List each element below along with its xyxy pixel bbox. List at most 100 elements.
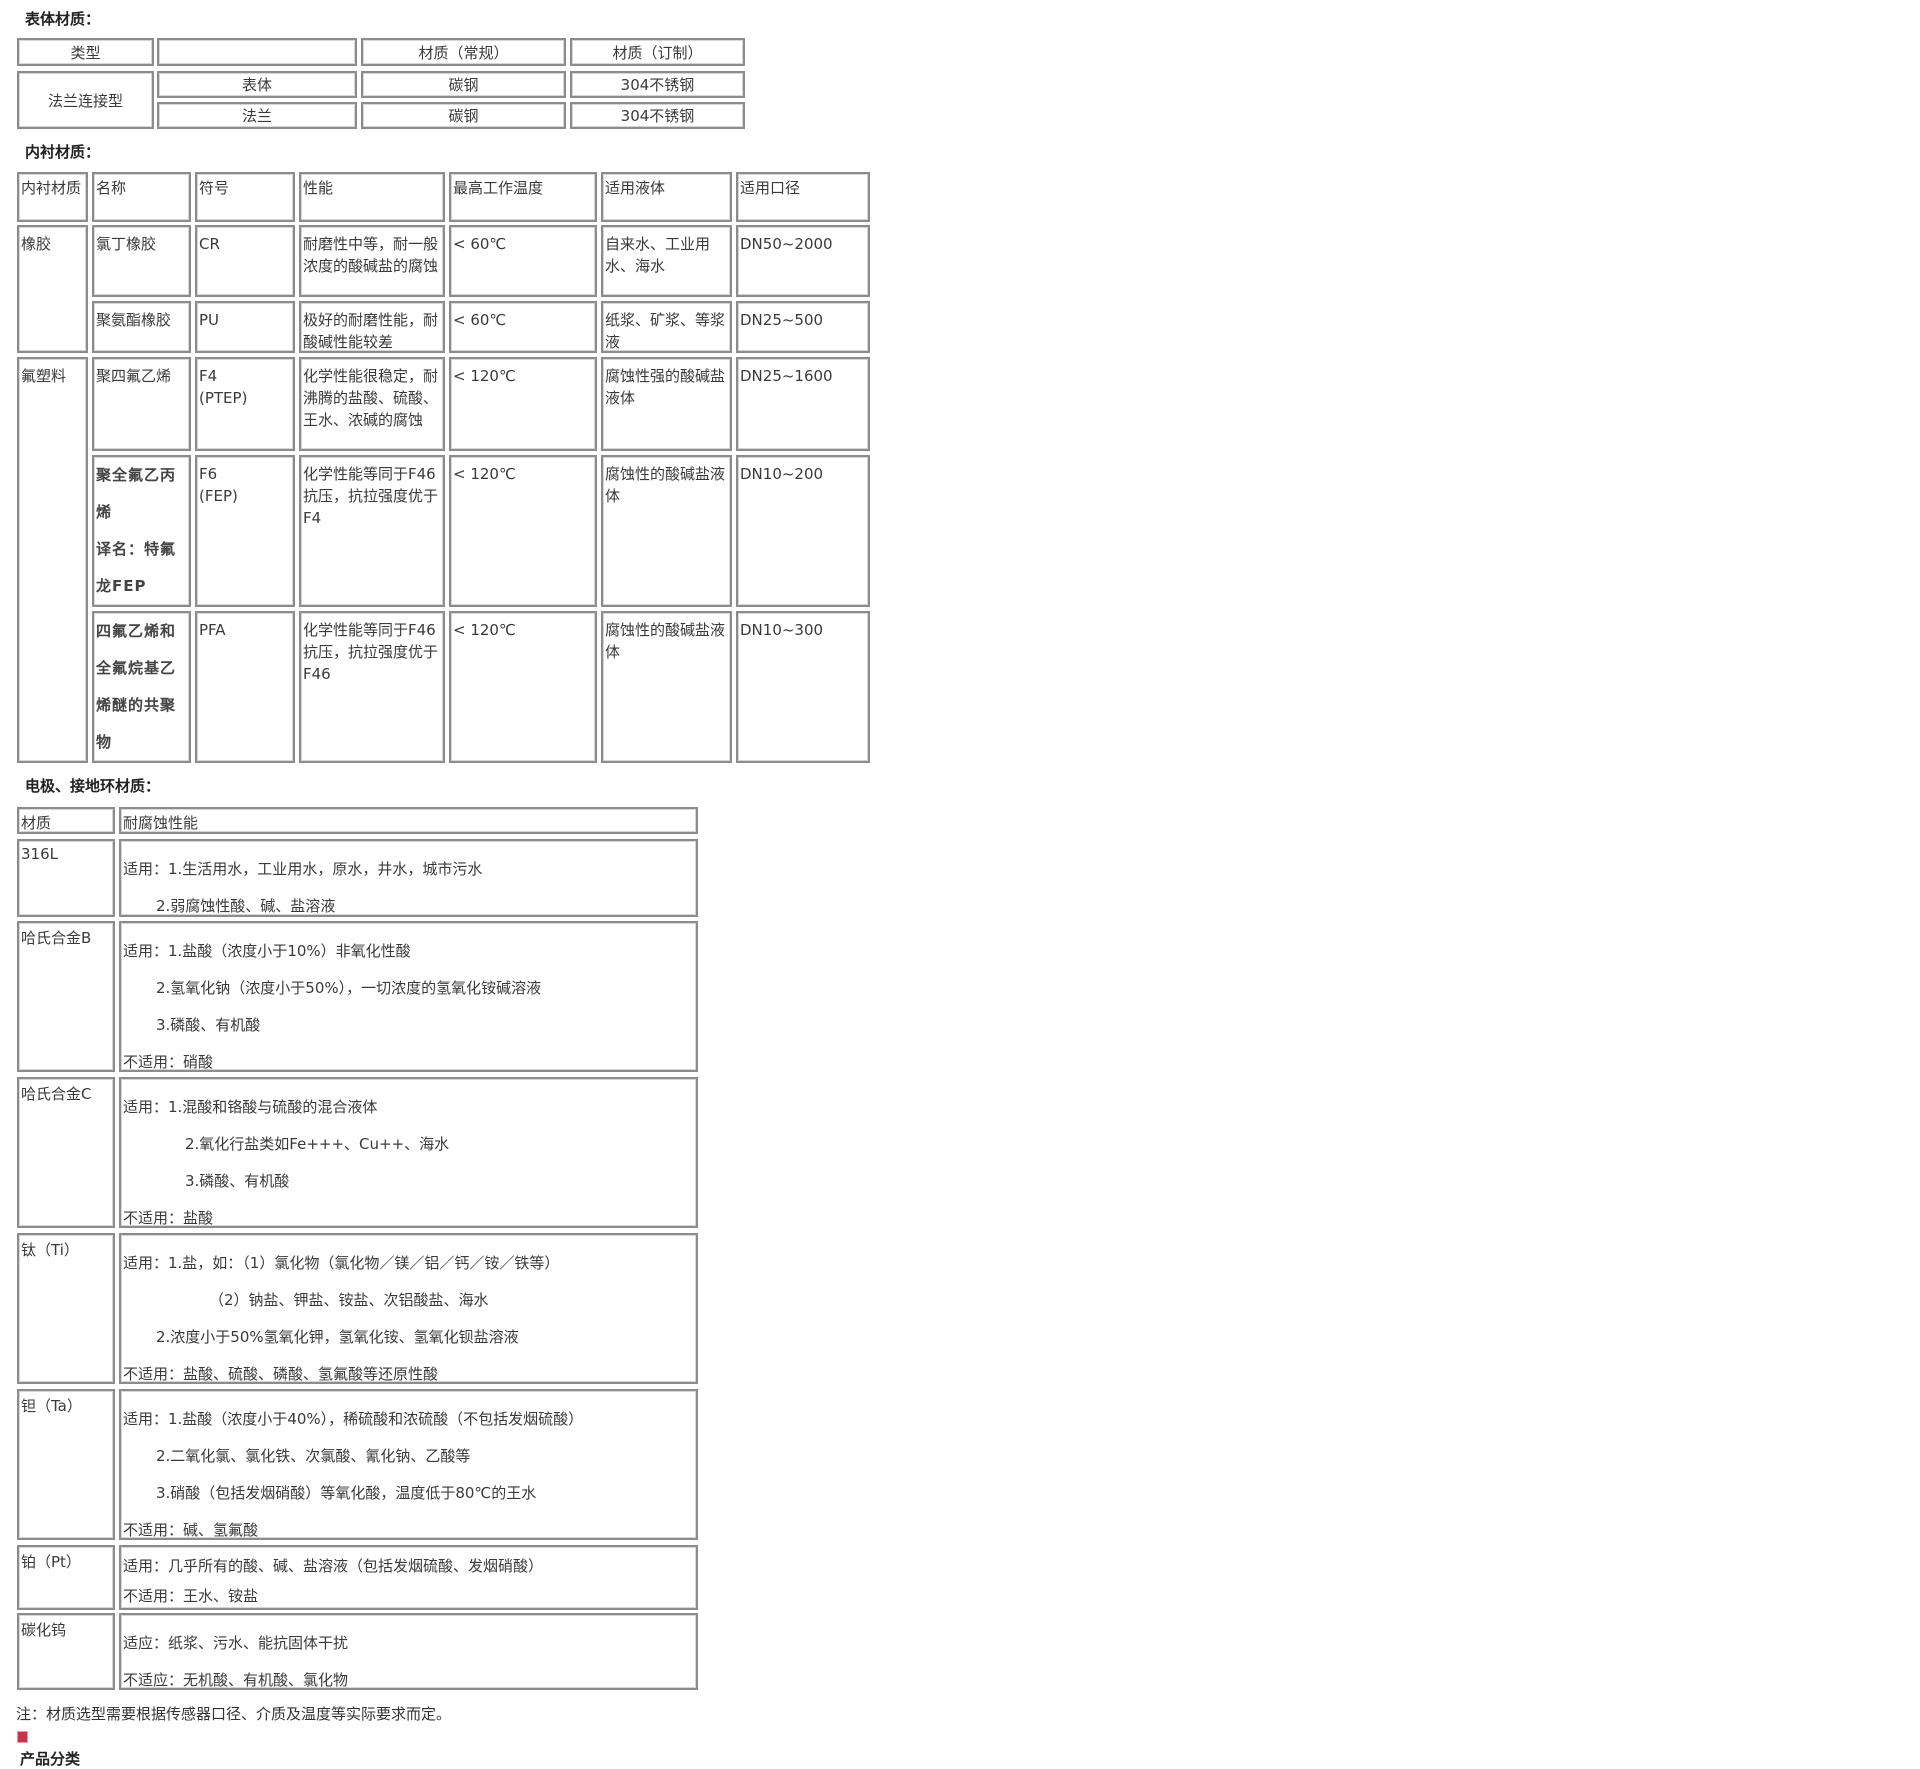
- header-text: 材质（订制）: [612, 43, 703, 62]
- lining-table-header-cell: 内衬材质: [17, 172, 88, 222]
- performance-text: 化学性能等同于F46抗压，抗拉强度优于F46: [303, 621, 439, 683]
- header-text: 符号: [199, 179, 230, 197]
- electrode-material-cell: 哈氏合金C: [17, 1077, 115, 1228]
- header-text: 最高工作温度: [453, 179, 544, 197]
- temp-text: < 120℃: [453, 621, 516, 639]
- corrosion-line: 适用：几乎所有的酸、碱、盐溶液（包括发烟硫酸、发烟硝酸）: [123, 1557, 544, 1575]
- corrosion-line: 适用：1.混酸和铬酸与硫酸的混合液体: [123, 1098, 378, 1116]
- lining-temp-cell: < 60℃: [449, 225, 597, 297]
- lining-symbol-cell: F6 (FEP): [195, 455, 295, 607]
- broken-image-icon: [17, 1731, 28, 1743]
- lining-temp-cell: < 120℃: [449, 611, 597, 763]
- name-text: 聚全氟乙丙烯: [96, 466, 177, 521]
- lining-temp-cell: < 120℃: [449, 357, 597, 451]
- size-text: DN25~1600: [740, 367, 833, 385]
- group-text: 氟塑料: [21, 367, 67, 385]
- lining-liquid-cell: 腐蚀性强的酸碱盐液体: [601, 357, 732, 451]
- lining-liquid-cell: 纸浆、矿浆、等浆液: [601, 301, 732, 353]
- temp-text: < 60℃: [453, 311, 507, 329]
- name-text: 聚四氟乙烯: [96, 367, 172, 385]
- body-table-header-cell: 材质（常规）: [361, 38, 566, 66]
- electrode-corrosion-cell: 适用：1.生活用水，工业用水，原水，井水，城市污水 2.弱腐蚀性酸、碱、盐溶液: [119, 839, 698, 917]
- corrosion-line: 2.氢氧化钠（浓度小于50%），一切浓度的氢氧化铵碱溶液: [156, 979, 542, 997]
- symbol-text: F4: [199, 367, 218, 385]
- performance-text: 极好的耐磨性能，耐酸碱性能较差: [303, 311, 439, 351]
- body-table-cell: 304不锈钢: [570, 71, 745, 98]
- lining-size-cell: DN10~300: [736, 611, 870, 763]
- lining-symbol-cell: F4 (PTEP): [195, 357, 295, 451]
- lining-group-cell: 橡胶: [17, 225, 88, 353]
- header-text: 性能: [303, 179, 334, 197]
- lining-name-cell: 聚全氟乙丙烯 译名：特氟龙FEP: [92, 455, 191, 607]
- corrosion-line: 3.磷酸、有机酸: [156, 1016, 261, 1034]
- corrosion-line: 2.二氧化氯、氯化铁、次氯酸、氰化钠、乙酸等: [156, 1447, 471, 1465]
- body-table-cell: 法兰: [157, 102, 357, 129]
- group-text: 橡胶: [21, 235, 52, 253]
- electrode-corrosion-cell: 适用：1.混酸和铬酸与硫酸的混合液体 2.氧化行盐类如Fe+++、Cu++、海水 3…: [119, 1077, 698, 1228]
- electrode-corrosion-cell: 适应：纸浆、污水、能抗固体干扰 不适应：无机酸、有机酸、氯化物: [119, 1613, 698, 1690]
- corrosion-line: 2.弱腐蚀性酸、碱、盐溶液: [156, 897, 336, 915]
- corrosion-line: 不适用：王水、铵盐: [123, 1587, 259, 1605]
- performance-text: 耐磨性中等，耐一般浓度的酸碱盐的腐蚀: [303, 235, 439, 275]
- lining-name-cell: 四氟乙烯和全氟烷基乙烯醚的共聚物: [92, 611, 191, 763]
- performance-text: 化学性能等同于F46抗压，抗拉强度优于F4: [303, 465, 439, 527]
- lining-size-cell: DN25~1600: [736, 357, 870, 451]
- lining-table-header-cell: 适用口径: [736, 172, 870, 222]
- symbol-text: (FEP): [199, 487, 238, 505]
- header-text: 适用液体: [605, 179, 666, 197]
- lining-name-cell: 氯丁橡胶: [92, 225, 191, 297]
- header-text: 类型: [70, 43, 101, 62]
- electrode-header-cell: 材质: [17, 807, 115, 834]
- lining-group-cell: 氟塑料: [17, 357, 88, 763]
- lining-liquid-cell: 自来水、工业用水、海水: [601, 225, 732, 297]
- material-text: 钛（Ti）: [21, 1241, 79, 1259]
- lining-size-cell: DN25~500: [736, 301, 870, 353]
- symbol-text: F6: [199, 465, 218, 483]
- liquid-text: 腐蚀性的酸碱盐液体: [605, 621, 726, 661]
- lining-name-cell: 聚氨酯橡胶: [92, 301, 191, 353]
- electrode-corrosion-cell: 适用：1.盐，如：（1）氯化物（氯化物／镁／铝／钙／铵／铁等） （2）钠盐、钾盐、…: [119, 1233, 698, 1384]
- lining-temp-cell: < 120℃: [449, 455, 597, 607]
- lining-table-header-cell: 最高工作温度: [449, 172, 597, 222]
- body-table-header-cell: 类型: [17, 38, 154, 66]
- product-category-heading: 产品分类: [20, 1750, 81, 1768]
- lining-table-header-cell: 性能: [299, 172, 445, 222]
- corrosion-line: 3.硝酸（包括发烟硝酸）等氧化酸，温度低于80℃的王水: [156, 1484, 537, 1502]
- cell-text: 法兰: [241, 107, 272, 125]
- name-text: 译名：特氟龙FEP: [96, 540, 177, 595]
- corrosion-line: 2.浓度小于50%氢氧化钾，氢氧化铵、氢氧化钡盐溶液: [156, 1328, 519, 1346]
- name-text: 聚氨酯橡胶: [96, 311, 172, 329]
- electrode-corrosion-cell: 适用：1.盐酸（浓度小于40%），稀硫酸和浓硫酸（不包括发烟硫酸） 2.二氧化氯、…: [119, 1389, 698, 1540]
- corrosion-line: 3.磷酸、有机酸: [185, 1172, 290, 1190]
- lining-symbol-cell: CR: [195, 225, 295, 297]
- lining-table-header-cell: 名称: [92, 172, 191, 222]
- lining-size-cell: DN50~2000: [736, 225, 870, 297]
- corrosion-line: 不适用：盐酸: [123, 1209, 214, 1227]
- corrosion-line: （2）钠盐、钾盐、铵盐、次铝酸盐、海水: [209, 1291, 489, 1309]
- corrosion-line: 适用：1.盐酸（浓度小于40%），稀硫酸和浓硫酸（不包括发烟硫酸）: [123, 1410, 584, 1428]
- body-table-cell: 304不锈钢: [570, 102, 745, 129]
- lining-performance-cell: 化学性能很稳定，耐沸腾的盐酸、硫酸、王水、浓碱的腐蚀: [299, 357, 445, 451]
- corrosion-line: 适用：1.盐，如：（1）氯化物（氯化物／镁／铝／钙／铵／铁等）: [123, 1254, 560, 1272]
- lining-symbol-cell: PFA: [195, 611, 295, 763]
- corrosion-line: 不适用：硝酸: [123, 1053, 214, 1071]
- temp-text: < 60℃: [453, 235, 507, 253]
- corrosion-line: 不适用：盐酸、硫酸、磷酸、氢氟酸等还原性酸: [123, 1365, 439, 1383]
- electrode-material-cell: 钽（Ta）: [17, 1389, 115, 1540]
- corrosion-line: 适应：纸浆、污水、能抗固体干扰: [123, 1634, 349, 1652]
- liquid-text: 纸浆、矿浆、等浆液: [605, 311, 726, 351]
- size-text: DN50~2000: [740, 235, 833, 253]
- electrode-material-cell: 哈氏合金B: [17, 921, 115, 1072]
- body-table-cell: 表体: [157, 71, 357, 98]
- header-text: 材质（常规）: [418, 43, 509, 62]
- material-text: 哈氏合金C: [21, 1085, 92, 1103]
- electrode-corrosion-cell: 适用：1.盐酸（浓度小于10%）非氧化性酸 2.氢氧化钠（浓度小于50%），一切浓…: [119, 921, 698, 1072]
- lining-material-title: 内衬材质：: [25, 143, 101, 161]
- symbol-text: PU: [199, 311, 220, 329]
- material-text: 钽（Ta）: [21, 1397, 82, 1415]
- lining-liquid-cell: 腐蚀性的酸碱盐液体: [601, 611, 732, 763]
- corrosion-line: 适用：1.生活用水，工业用水，原水，井水，城市污水: [123, 860, 483, 878]
- lining-table-header-cell: 适用液体: [601, 172, 732, 222]
- header-text: 内衬材质: [21, 179, 82, 197]
- temp-text: < 120℃: [453, 465, 516, 483]
